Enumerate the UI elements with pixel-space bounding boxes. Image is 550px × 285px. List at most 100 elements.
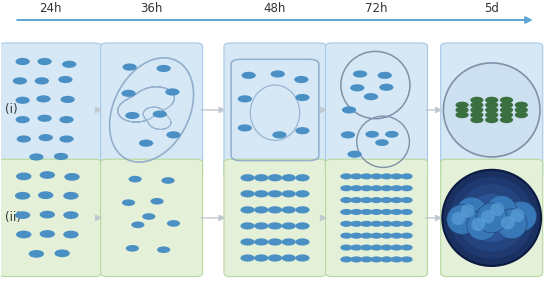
Ellipse shape [400,185,412,191]
Ellipse shape [371,209,383,215]
Ellipse shape [295,94,310,101]
Ellipse shape [371,197,383,203]
Ellipse shape [350,173,362,180]
Ellipse shape [455,102,469,108]
Ellipse shape [16,135,31,142]
Ellipse shape [400,221,412,227]
Ellipse shape [254,255,268,262]
Ellipse shape [123,64,137,71]
Ellipse shape [371,185,383,191]
Ellipse shape [16,231,31,238]
Ellipse shape [240,238,255,246]
Ellipse shape [467,210,497,240]
Ellipse shape [455,107,469,113]
Text: 5d: 5d [484,2,499,15]
Ellipse shape [500,117,513,123]
Ellipse shape [13,77,27,84]
Ellipse shape [467,194,516,242]
Ellipse shape [35,77,49,84]
FancyBboxPatch shape [0,43,101,177]
Text: 48h: 48h [264,2,286,15]
Ellipse shape [400,233,412,239]
Ellipse shape [360,221,372,227]
FancyBboxPatch shape [326,159,427,276]
Ellipse shape [36,95,51,103]
Ellipse shape [340,197,353,203]
Ellipse shape [390,245,403,251]
Ellipse shape [340,233,353,239]
Ellipse shape [400,256,412,262]
Ellipse shape [470,111,483,118]
Ellipse shape [295,174,310,181]
Ellipse shape [381,185,393,191]
Ellipse shape [486,196,516,225]
Ellipse shape [350,221,362,227]
Ellipse shape [268,238,282,246]
Ellipse shape [282,255,296,262]
Ellipse shape [238,124,252,132]
Ellipse shape [15,192,30,199]
Ellipse shape [271,70,285,78]
FancyBboxPatch shape [224,43,326,177]
Ellipse shape [54,249,70,257]
Ellipse shape [40,230,55,238]
Ellipse shape [491,203,504,216]
Text: 36h: 36h [140,2,163,15]
Ellipse shape [500,107,513,113]
Ellipse shape [340,209,353,215]
Ellipse shape [131,221,145,228]
Ellipse shape [282,190,296,198]
Ellipse shape [360,185,372,191]
Ellipse shape [400,173,412,180]
Ellipse shape [485,107,498,113]
Ellipse shape [360,209,372,215]
Ellipse shape [340,185,353,191]
Ellipse shape [342,106,356,113]
Ellipse shape [38,191,53,199]
Ellipse shape [350,84,365,91]
Ellipse shape [64,173,80,181]
Ellipse shape [340,245,353,251]
FancyBboxPatch shape [441,159,543,276]
Ellipse shape [450,177,534,259]
Ellipse shape [254,206,268,213]
Ellipse shape [15,58,30,65]
Ellipse shape [62,61,76,68]
Ellipse shape [485,211,499,225]
Ellipse shape [390,185,403,191]
FancyBboxPatch shape [326,43,427,177]
Text: 72h: 72h [365,2,388,15]
Ellipse shape [400,209,412,215]
Ellipse shape [63,231,79,238]
Ellipse shape [294,76,309,83]
Ellipse shape [515,111,528,118]
Text: 24h: 24h [39,2,61,15]
Ellipse shape [16,172,31,180]
Ellipse shape [470,97,483,103]
Ellipse shape [350,197,362,203]
Ellipse shape [39,134,53,141]
Ellipse shape [350,233,362,239]
Ellipse shape [37,58,52,65]
Ellipse shape [481,210,495,224]
Ellipse shape [390,197,403,203]
Ellipse shape [353,70,367,78]
Ellipse shape [371,173,383,180]
Ellipse shape [485,102,498,108]
Ellipse shape [125,112,140,119]
Ellipse shape [381,173,393,180]
Ellipse shape [272,131,287,139]
Ellipse shape [238,95,252,103]
Ellipse shape [452,212,465,225]
Ellipse shape [254,222,268,229]
Ellipse shape [457,184,526,252]
Ellipse shape [166,88,179,95]
Ellipse shape [360,233,372,239]
Ellipse shape [470,102,483,108]
Ellipse shape [282,174,296,181]
Ellipse shape [500,111,513,118]
Ellipse shape [167,220,180,227]
Ellipse shape [240,190,255,198]
Ellipse shape [381,245,393,251]
Ellipse shape [60,96,75,103]
